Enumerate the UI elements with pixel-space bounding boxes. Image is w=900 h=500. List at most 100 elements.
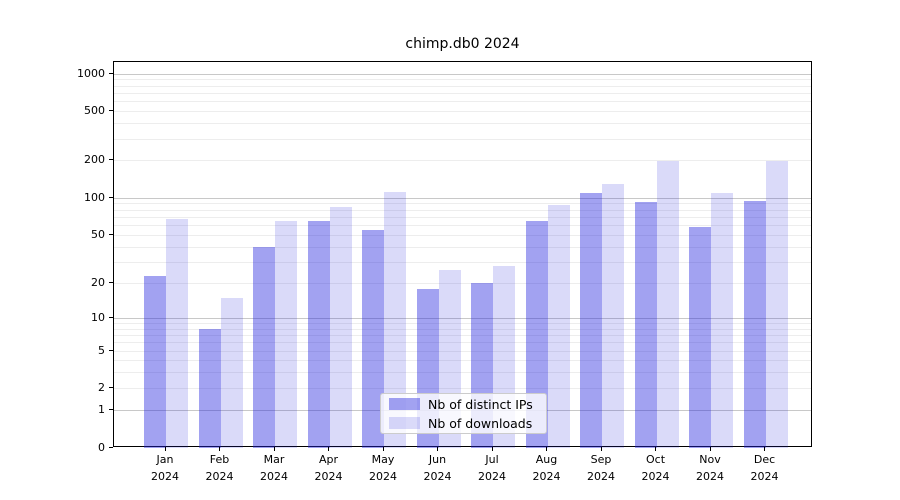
y-tick-label-20: 20: [91, 275, 105, 289]
gridline-100: [114, 197, 811, 199]
x-tick-label-Aug: Aug 2024: [532, 453, 561, 483]
gridline-600: [114, 101, 811, 103]
x-tick-mark-Aug: [546, 447, 547, 451]
gridline-1000: [114, 73, 811, 75]
y-tick-mark-10: [109, 316, 113, 318]
gridline-400: [114, 123, 811, 125]
legend-row-downloads: Nb of downloads: [389, 416, 538, 431]
y-tick-label-0: 0: [98, 440, 105, 454]
y-tick-label-5: 5: [98, 343, 105, 357]
bar-downloads-Mar: [275, 221, 297, 448]
x-tick-label-Jul: Jul 2024: [478, 453, 506, 483]
legend-swatch-downloads: [389, 417, 420, 429]
y-tick-label-100: 100: [84, 190, 105, 204]
y-tick-label-200: 200: [84, 153, 105, 167]
gridline-2: [114, 388, 811, 390]
y-tick-mark-20: [109, 281, 113, 283]
bar-downloads-Aug: [547, 205, 570, 448]
x-tick-mark-Jul: [491, 447, 493, 451]
y-tick-mark-5: [109, 349, 113, 351]
gridline-60: [114, 225, 811, 226]
bar-ips-Mar: [253, 247, 275, 448]
legend-label-distinct-ips: Nb of distinct IPs: [428, 396, 533, 412]
y-tick-mark-1000: [109, 72, 113, 74]
plot-area: [113, 61, 812, 448]
x-tick-label-Nov: Nov 2024: [696, 453, 724, 483]
gridline-40: [114, 246, 811, 248]
y-tick-mark-50: [109, 233, 113, 235]
x-tick-mark-Feb: [219, 447, 220, 451]
legend: Nb of distinct IPs Nb of downloads: [380, 393, 547, 434]
bar-downloads-Jan: [166, 218, 188, 448]
x-tick-mark-Sep: [600, 447, 602, 451]
bar-ips-Oct: [634, 202, 657, 448]
bar-downloads-Nov: [711, 193, 733, 448]
y-tick-mark-500: [109, 110, 113, 112]
x-tick-label-Jan: Jan 2024: [151, 453, 179, 483]
gridline-500: [114, 111, 811, 113]
gridline-4: [114, 360, 811, 362]
x-tick-mark-May: [382, 447, 384, 451]
y-tick-mark-2: [109, 387, 113, 389]
gridline-90: [114, 203, 811, 205]
x-tick-label-Dec: Dec 2024: [750, 453, 779, 483]
x-tick-mark-Jan: [164, 447, 166, 451]
bar-downloads-May: [384, 192, 406, 448]
x-tick-mark-Apr: [328, 447, 329, 451]
bar-ips-Jan: [144, 275, 166, 448]
legend-row-distinct-ips: Nb of distinct IPs: [389, 397, 538, 412]
y-tick-label-10: 10: [91, 310, 105, 324]
y-tick-label-1000: 1000: [77, 66, 105, 80]
y-tick-mark-0: [109, 446, 113, 448]
x-tick-mark-Dec: [764, 447, 765, 451]
bar-ips-Sep: [580, 193, 602, 448]
gridline-9: [114, 322, 811, 324]
y-tick-label-500: 500: [84, 104, 105, 118]
gridline-6: [114, 342, 811, 344]
y-tick-mark-1: [109, 408, 113, 410]
x-tick-label-Oct: Oct 2024: [641, 453, 670, 483]
x-tick-label-Sep: Sep 2024: [587, 453, 615, 483]
x-tick-label-Feb: Feb 2024: [205, 453, 234, 483]
bar-ips-Aug: [525, 221, 548, 448]
gridline-30: [114, 261, 811, 263]
bar-ips-Nov: [689, 227, 711, 448]
bar-downloads-Feb: [220, 297, 243, 448]
bar-downloads-Apr: [329, 206, 352, 448]
gridline-20: [114, 282, 811, 284]
x-tick-mark-Jun: [437, 447, 438, 451]
gridline-800: [114, 85, 811, 87]
bar-ips-Apr: [307, 221, 330, 448]
y-tick-label-2: 2: [98, 381, 105, 395]
bar-ips-Feb: [198, 329, 221, 448]
gridline-70: [114, 216, 811, 218]
x-tick-label-Jun: Jun 2024: [423, 453, 452, 483]
gridline-7: [114, 334, 811, 336]
bar-ips-Dec: [743, 200, 766, 448]
chart-title: chimp.db0 2024: [405, 36, 520, 52]
x-tick-mark-Mar: [273, 447, 275, 451]
gridline-50: [114, 234, 811, 236]
y-tick-label-1: 1: [98, 402, 105, 416]
x-tick-mark-Oct: [655, 447, 656, 451]
x-tick-label-May: May 2024: [369, 453, 397, 483]
legend-swatch-distinct-ips: [389, 398, 420, 410]
bar-downloads-Oct: [656, 160, 679, 448]
x-tick-mark-Nov: [709, 447, 711, 451]
legend-label-downloads: Nb of downloads: [428, 415, 533, 431]
y-tick-mark-100: [109, 196, 113, 198]
y-tick-mark-200: [109, 159, 113, 161]
gridline-80: [114, 209, 811, 211]
bar-ips-May: [362, 230, 384, 448]
gridline-8: [114, 328, 811, 330]
gridline-900: [114, 79, 811, 81]
bar-downloads-Sep: [602, 184, 624, 448]
y-tick-label-50: 50: [91, 227, 105, 241]
x-tick-label-Apr: Apr 2024: [314, 453, 343, 483]
gridline-200: [114, 160, 811, 162]
gridline-300: [114, 138, 811, 140]
gridline-10: [114, 317, 811, 319]
gridline-700: [114, 92, 811, 94]
bar-downloads-Dec: [765, 160, 788, 448]
